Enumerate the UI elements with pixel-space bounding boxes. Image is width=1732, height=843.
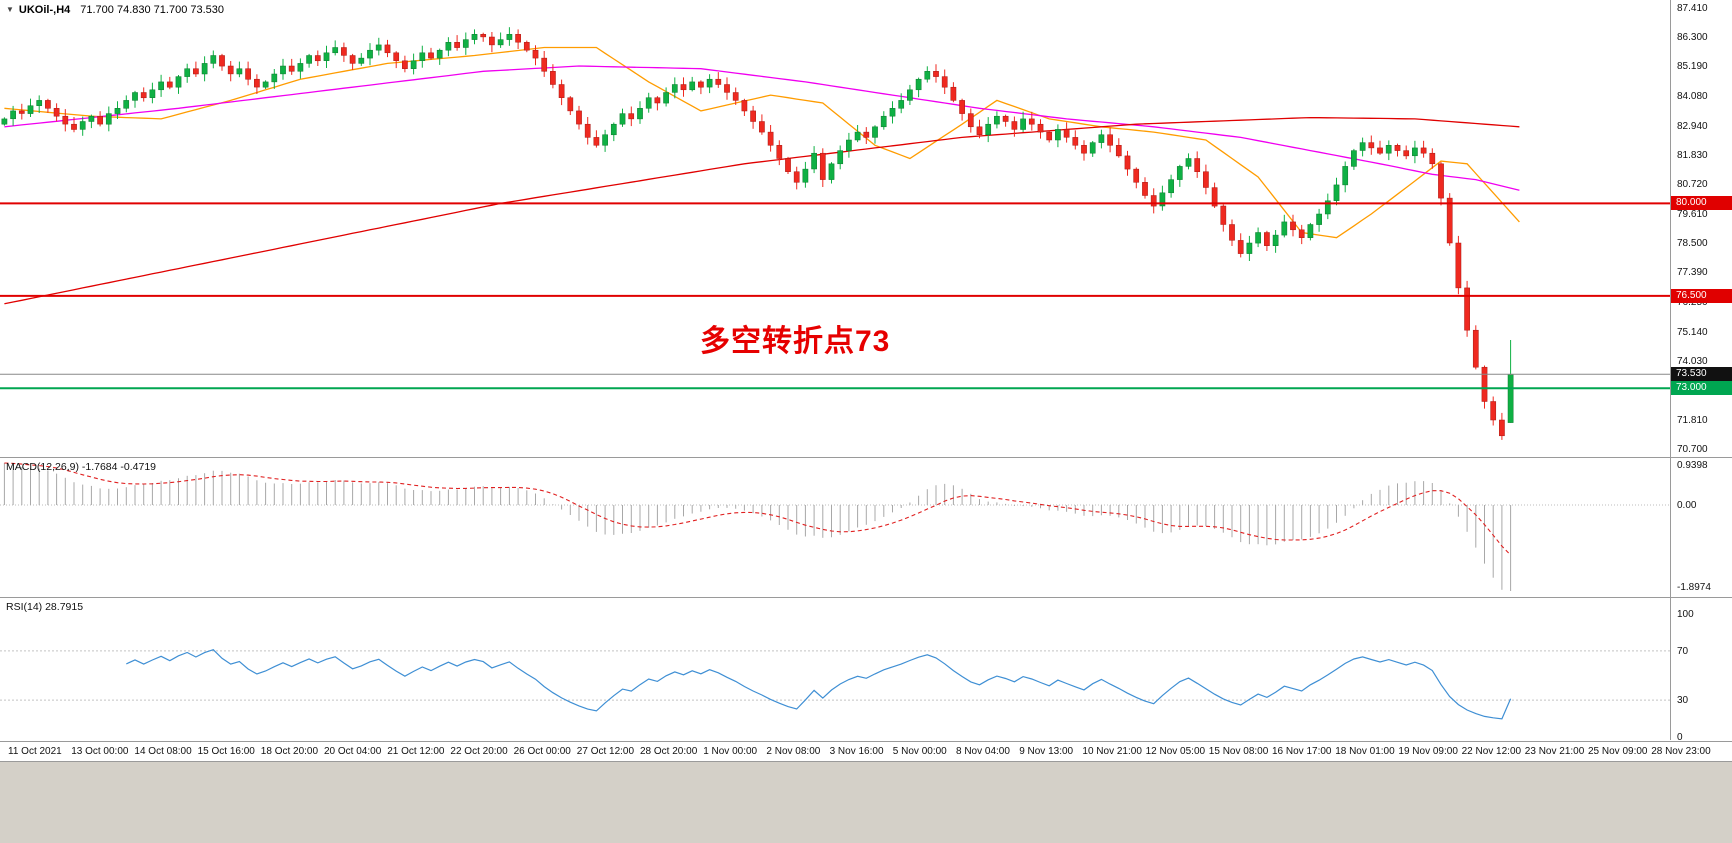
rsi-panel[interactable]: RSI(14) 28.7915 — [0, 598, 1670, 740]
date-label: 11 Oct 2021 — [8, 746, 62, 757]
price-axis-label: 79.610 — [1677, 208, 1708, 220]
date-label: 2 Nov 08:00 — [766, 746, 821, 757]
date-label: 28 Nov 23:00 — [1651, 746, 1711, 757]
price-axis-label: 82.940 — [1677, 120, 1708, 132]
date-label: 22 Oct 20:00 — [450, 746, 508, 757]
macd-label: MACD(12,26,9) -1.7684 -0.4719 — [6, 461, 156, 473]
macd-axis-label: 0.00 — [1677, 500, 1697, 511]
date-label: 15 Nov 08:00 — [1208, 746, 1269, 757]
collapse-icon[interactable]: ▼ — [6, 5, 14, 14]
rsi-svg[interactable] — [0, 598, 1670, 740]
date-label: 9 Nov 13:00 — [1019, 746, 1074, 757]
macd-axis-label: -1.8974 — [1677, 582, 1711, 593]
date-label: 22 Nov 12:00 — [1461, 746, 1522, 757]
annotation-text: 多空转折点73 — [700, 325, 891, 358]
rsi-label: RSI(14) 28.7915 — [6, 601, 84, 613]
date-label: 20 Oct 04:00 — [324, 746, 382, 757]
price-axis-label: 78.500 — [1677, 238, 1708, 250]
price-axis-label: 84.080 — [1677, 90, 1708, 102]
main-chart-svg[interactable] — [0, 0, 1670, 457]
price-badge-73.000: 73.000 — [1671, 381, 1732, 396]
date-label: 12 Nov 05:00 — [1145, 746, 1206, 757]
date-label: 15 Oct 16:00 — [197, 746, 255, 757]
price-axis-label: 80.720 — [1677, 179, 1708, 191]
date-label: 27 Oct 12:00 — [576, 746, 635, 757]
price-badge-80.000: 80.000 — [1671, 196, 1732, 211]
date-label: 26 Oct 00:00 — [513, 746, 571, 757]
date-label: 18 Nov 01:00 — [1335, 746, 1395, 757]
macd-svg[interactable] — [0, 458, 1670, 597]
rsi-axis-label: 30 — [1677, 695, 1689, 707]
macd-panel[interactable]: MACD(12,26,9) -1.7684 -0.4719 — [0, 458, 1670, 597]
rsi-axis-label: 0 — [1677, 732, 1683, 743]
price-axis-label: 81.830 — [1677, 150, 1708, 162]
date-label: 19 Nov 09:00 — [1398, 746, 1458, 757]
price-axis-label: 77.390 — [1677, 267, 1708, 279]
rsi-axis-label: 70 — [1677, 645, 1689, 657]
price-axis-label: 85.190 — [1677, 61, 1708, 73]
date-label: 5 Nov 00:00 — [892, 746, 947, 757]
chart-title: ▼ UKOil-,H4 71.700 74.830 71.700 73.530 — [6, 4, 224, 16]
price-axis-label: 74.030 — [1677, 356, 1708, 368]
panel-separator — [0, 597, 1732, 598]
panel-separator — [0, 457, 1732, 458]
date-label: 28 Oct 20:00 — [640, 746, 698, 757]
date-label: 14 Oct 08:00 — [134, 746, 192, 757]
price-axis-label: 75.140 — [1677, 326, 1708, 338]
rsi-axis-label: 100 — [1677, 609, 1694, 620]
price-badge-73.530: 73.530 — [1671, 367, 1732, 382]
price-axis[interactable]: 87.410 86.300 85.190 84.080 82.940 81.830 80.7… — [1670, 0, 1732, 457]
date-label: 21 Oct 12:00 — [387, 746, 445, 757]
footer-strip — [0, 761, 1732, 843]
symbol-timeframe-label: UKOil-,H4 — [18, 4, 71, 16]
price-axis-label: 71.810 — [1677, 414, 1708, 426]
price-axis-label: 70.700 — [1677, 444, 1708, 456]
date-label: 10 Nov 21:00 — [1082, 746, 1142, 757]
rsi-axis[interactable]: 100 70 30 0 — [1670, 598, 1732, 743]
ohlc-readout: 71.700 74.830 71.700 73.530 — [80, 4, 225, 16]
price-axis-label: 86.300 — [1677, 31, 1708, 43]
date-label: 1 Nov 00:00 — [703, 746, 758, 757]
date-label: 16 Nov 17:00 — [1272, 746, 1332, 757]
date-label: 8 Nov 04:00 — [956, 746, 1010, 757]
price-badge-76.500: 76.500 — [1671, 288, 1732, 303]
macd-axis[interactable]: 0.9398 0.00 -1.8974 — [1670, 458, 1732, 597]
date-label: 18 Oct 20:00 — [260, 746, 319, 757]
macd-axis-label: 0.9398 — [1677, 460, 1708, 471]
date-label: 23 Nov 21:00 — [1524, 746, 1585, 757]
price-axis-label: 87.410 — [1677, 2, 1708, 14]
date-label: 3 Nov 16:00 — [829, 746, 884, 757]
price-axis-label: 76.250 — [1677, 297, 1708, 309]
date-axis[interactable]: 11 Oct 2021 13 Oct 00:00 14 Oct 08:00 15 Oc… — [0, 741, 1732, 761]
date-label: 25 Nov 09:00 — [1588, 746, 1648, 757]
price-chart-panel[interactable]: ▼ UKOil-,H4 71.700 74.830 71.700 73.530 多空… — [0, 0, 1670, 457]
date-label: 13 Oct 00:00 — [71, 746, 129, 757]
